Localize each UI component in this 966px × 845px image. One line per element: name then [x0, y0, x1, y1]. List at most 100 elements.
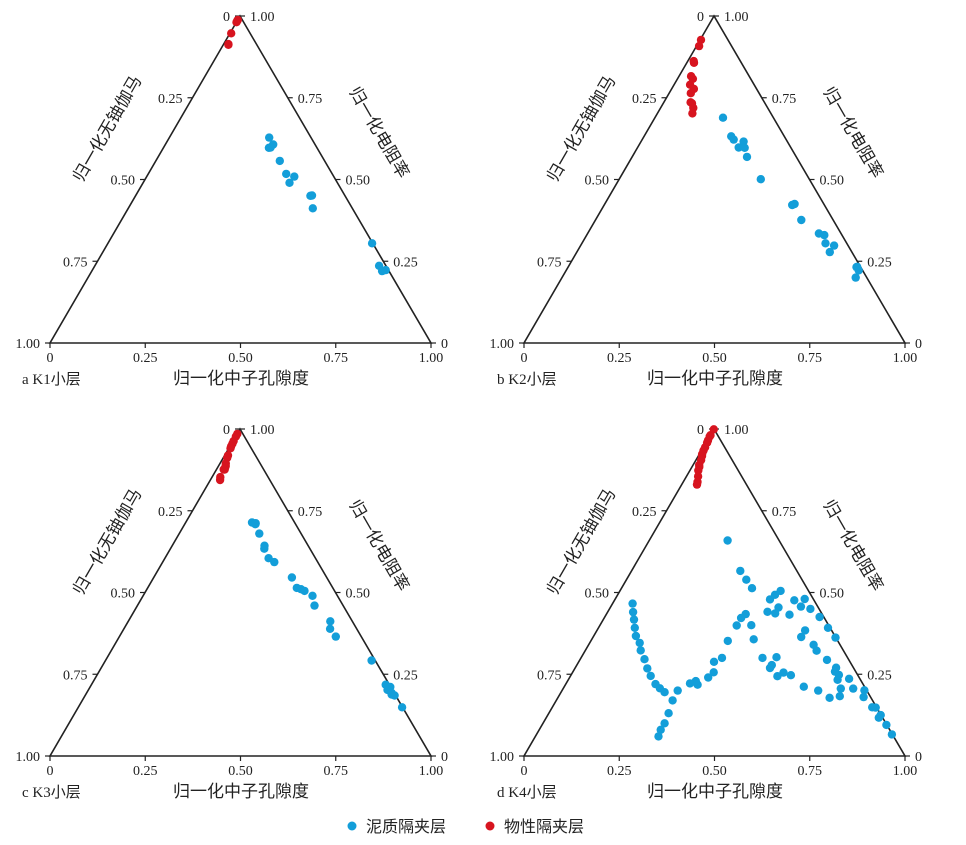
data-point-mud: [756, 175, 765, 184]
data-point-mud: [797, 632, 806, 642]
data-point-mud: [310, 601, 319, 610]
bottom-tick-label: 1.00: [419, 764, 444, 779]
left-axis-title: 归一化无铀伽马: [69, 485, 145, 598]
series-mud: [628, 536, 897, 741]
left-tick-label: 0.50: [111, 587, 136, 602]
data-point-phys: [689, 84, 699, 94]
right-tick-label: 1.00: [250, 423, 275, 438]
data-point-mud: [772, 653, 781, 662]
data-point-phys: [232, 18, 241, 27]
left-tick-label: 0.75: [537, 255, 562, 270]
data-point-mud: [825, 247, 834, 257]
right-tick-label: 0.50: [346, 587, 371, 602]
data-point-mud: [367, 656, 376, 665]
data-point-mud: [806, 604, 815, 614]
left-axis-title: 归一化无铀伽马: [543, 72, 619, 185]
left-tick-label: 0.25: [158, 92, 183, 107]
data-point-mud: [266, 143, 275, 152]
bottom-tick-label: 0.75: [324, 351, 349, 366]
data-point-mud: [331, 632, 340, 641]
left-axis-title: 归一化无铀伽马: [69, 72, 145, 185]
data-point-phys: [694, 466, 703, 475]
data-point-mud: [796, 602, 806, 611]
data-point-mud: [717, 653, 727, 663]
data-point-mud: [785, 610, 794, 619]
right-tick-label: 0.75: [298, 92, 323, 107]
left-axis-title: 归一化无铀伽马: [543, 485, 619, 598]
data-point-mud: [251, 520, 260, 529]
data-point-phys: [215, 475, 225, 485]
bottom-tick-label: 0.25: [133, 764, 158, 779]
bottom-tick-label: 0.75: [798, 351, 823, 366]
data-point-mud: [664, 709, 673, 718]
data-point-mud: [747, 621, 756, 630]
x-axis-title: 归一化中子孔隙度: [173, 369, 309, 388]
right-tick-label: 0.25: [867, 255, 892, 270]
bottom-tick-label: 0.75: [324, 764, 349, 779]
series-phys: [692, 425, 718, 489]
data-point-mud: [763, 607, 772, 616]
data-point-mud: [729, 135, 738, 144]
bottom-tick-label: 0: [521, 351, 528, 366]
data-point-mud: [774, 603, 783, 612]
data-point-mud: [767, 660, 776, 670]
series-phys: [224, 15, 242, 49]
data-point-mud: [773, 672, 782, 681]
data-point-mud: [325, 624, 335, 633]
panel-label: d K4小层: [497, 784, 557, 801]
legend-marker-phys: [485, 821, 495, 831]
data-point-mud: [825, 693, 834, 702]
bottom-tick-label: 0.25: [607, 764, 632, 779]
series-phys: [685, 35, 706, 118]
data-point-mud: [742, 152, 752, 162]
right-tick-label: 0.75: [772, 92, 797, 107]
data-point-mud: [790, 199, 799, 209]
data-point-mud: [723, 636, 732, 646]
data-point-mud: [758, 653, 767, 663]
data-point-phys: [692, 480, 702, 489]
data-point-phys: [688, 109, 697, 118]
data-point-mud: [814, 686, 823, 695]
data-point-mud: [631, 631, 641, 641]
series-phys: [215, 429, 242, 485]
data-point-mud: [860, 686, 869, 695]
panel-label: b K2小层: [497, 371, 557, 388]
data-point-mud: [723, 536, 732, 545]
left-tick-label: 1.00: [490, 750, 515, 765]
data-point-mud: [367, 239, 377, 248]
right-tick-label: 0.50: [820, 174, 845, 189]
data-point-mud: [308, 204, 317, 213]
x-axis-title: 归一化中子孔隙度: [647, 782, 783, 801]
left-tick-label: 0.75: [63, 668, 88, 683]
legend-marker-mud: [347, 821, 357, 831]
data-point-mud: [397, 703, 407, 712]
data-point-mud: [287, 573, 297, 582]
data-point-mud: [390, 691, 399, 700]
bottom-tick-label: 0: [47, 764, 54, 779]
right-axis-title: 归一化电阻率: [345, 497, 412, 595]
data-point-mud: [673, 686, 682, 695]
data-point-mud: [800, 626, 810, 635]
bottom-tick-label: 0.50: [228, 351, 253, 366]
bottom-tick-label: 0: [521, 764, 528, 779]
x-axis-title: 归一化中子孔隙度: [173, 782, 309, 801]
data-point-mud: [660, 719, 669, 728]
right-axis-title: 归一化电阻率: [819, 84, 886, 182]
data-point-phys: [227, 29, 236, 38]
data-point-mud: [635, 638, 644, 648]
left-tick-label: 0.50: [585, 587, 610, 602]
data-point-mud: [779, 668, 788, 677]
data-point-mud: [786, 671, 796, 680]
data-point-mud: [882, 720, 891, 730]
right-tick-label: 0: [441, 750, 448, 765]
data-point-mud: [326, 617, 335, 626]
data-point-mud: [629, 615, 639, 624]
ternary-triangle: [522, 14, 907, 344]
data-point-mud: [643, 664, 652, 673]
bottom-tick-label: 0.50: [702, 351, 727, 366]
left-tick-label: 1.00: [16, 750, 41, 765]
data-point-mud: [874, 713, 883, 722]
bottom-tick-label: 0: [47, 351, 54, 366]
data-point-mud: [844, 674, 854, 683]
